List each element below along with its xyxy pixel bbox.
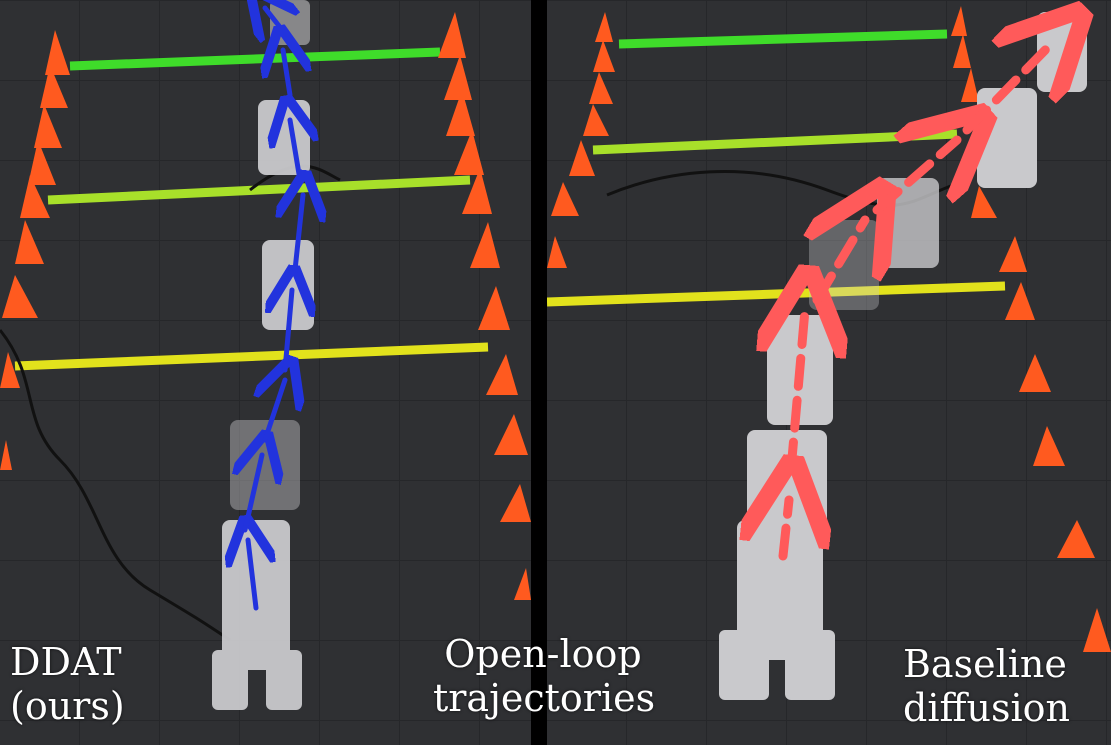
baseline-trajectory-arrows [783,40,1055,561]
right-scene [547,0,1111,745]
ddat-caption-line2: (ours) [10,684,125,728]
gate-line-lime [47,175,471,205]
finish-line-green [69,47,441,71]
ddat-caption: DDAT (ours) [10,640,125,728]
ddat-trajectory-arrows [245,8,303,611]
right-panel-baseline [547,0,1111,745]
ddat-caption-line1: DDAT [10,640,122,684]
cones-right [547,6,1111,652]
baseline-caption: Baseline diffusion [903,642,1070,730]
open-loop-caption-line1: Open-loop [444,632,642,676]
left-panel-ddat [0,0,531,745]
open-loop-caption-line2: trajectories [433,676,656,720]
cones-left [0,12,531,600]
left-scene [0,0,531,745]
finish-line-green [618,29,948,49]
open-loop-caption: Open-loop trajectories [433,632,656,720]
panel-divider [531,0,547,745]
baseline-caption-line1: Baseline [903,642,1067,686]
baseline-caption-line2: diffusion [903,686,1070,730]
gate-line-yellow [14,342,489,371]
